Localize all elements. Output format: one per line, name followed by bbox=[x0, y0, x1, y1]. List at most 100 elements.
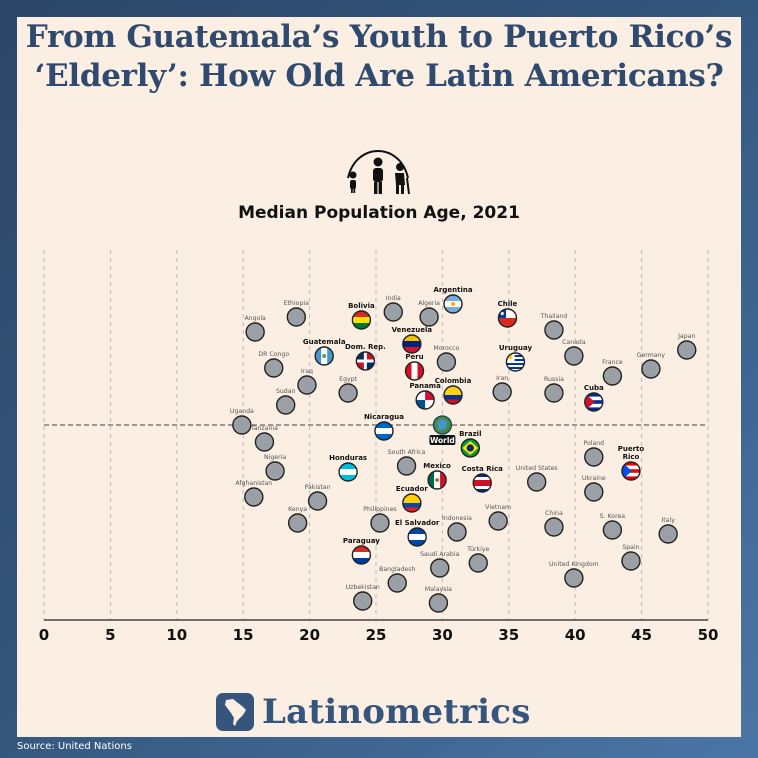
point-marker bbox=[658, 524, 678, 544]
point-label: South Africa bbox=[388, 449, 426, 456]
point-marker bbox=[396, 456, 417, 476]
point-label: Tanzania bbox=[250, 425, 278, 432]
point-label: Honduras bbox=[329, 454, 367, 462]
flag-marker bbox=[404, 361, 425, 381]
point-marker bbox=[544, 517, 564, 537]
data-point-guatemala: Guatemala bbox=[303, 338, 346, 366]
x-tick-label: 5 bbox=[105, 626, 115, 644]
point-label: Brazil bbox=[459, 430, 481, 438]
point-marker bbox=[254, 432, 275, 452]
x-tick-label: 10 bbox=[166, 626, 187, 644]
data-point-iran: Iran bbox=[492, 375, 512, 402]
data-point-kenya: Kenya bbox=[287, 506, 308, 533]
point-label: Dom. Rep. bbox=[345, 343, 386, 351]
data-point-honduras: Honduras bbox=[329, 454, 367, 482]
point-label: S. Korea bbox=[600, 513, 626, 520]
point-marker bbox=[353, 591, 373, 611]
point-label: Egypt bbox=[339, 376, 357, 383]
point-label: Cuba bbox=[584, 384, 604, 392]
x-tick-label: 30 bbox=[432, 626, 453, 644]
point-marker bbox=[621, 551, 641, 571]
point-marker bbox=[564, 346, 584, 366]
flag-marker bbox=[505, 352, 526, 372]
flag-marker bbox=[351, 310, 372, 330]
data-point-tanzania: Tanzania bbox=[250, 425, 278, 452]
point-marker bbox=[232, 415, 252, 435]
data-point-malaysia: Malaysia bbox=[425, 586, 452, 613]
point-label: Iran bbox=[496, 375, 508, 382]
data-point-world: World bbox=[429, 415, 456, 445]
data-point-saudi-arabia: Saudi Arabia bbox=[420, 551, 460, 578]
point-marker bbox=[297, 375, 317, 395]
point-marker bbox=[430, 558, 450, 578]
data-point-thailand: Thailand bbox=[540, 313, 567, 340]
flag-marker bbox=[443, 294, 463, 314]
flag-marker bbox=[374, 421, 394, 441]
point-label: Pakistan bbox=[305, 484, 331, 491]
point-label: Peru bbox=[405, 353, 423, 361]
data-point-angola: Angola bbox=[244, 315, 266, 342]
point-label: Puerto bbox=[618, 445, 645, 453]
point-marker bbox=[602, 366, 623, 386]
x-tick-label: 50 bbox=[698, 626, 719, 644]
data-point-argentina: Argentina bbox=[433, 286, 473, 314]
point-label: Afghanistan bbox=[235, 480, 272, 487]
point-marker bbox=[275, 395, 296, 415]
data-point-dom-rep: Dom. Rep. bbox=[345, 343, 386, 371]
flag-marker bbox=[314, 346, 334, 366]
point-label: Algeria bbox=[418, 300, 440, 307]
data-point-india: India bbox=[383, 295, 403, 322]
data-point-pakistan: Pakistan bbox=[305, 484, 331, 511]
data-point-bolivia: Bolivia bbox=[348, 302, 375, 330]
point-marker bbox=[265, 461, 285, 481]
data-point-peru: Peru bbox=[404, 353, 425, 381]
data-point-mexico: Mexico bbox=[423, 462, 451, 490]
point-label: DR Congo bbox=[258, 351, 289, 358]
x-tick-label: 20 bbox=[299, 626, 320, 644]
point-label: Mexico bbox=[423, 462, 451, 470]
point-marker bbox=[307, 491, 328, 511]
data-point-panama: Panama bbox=[409, 382, 441, 410]
data-point-spain: Spain bbox=[621, 544, 641, 571]
flag-marker bbox=[497, 308, 518, 328]
point-label: Bangladesh bbox=[379, 566, 415, 573]
data-point-china: China bbox=[544, 510, 564, 537]
data-points: Angola Ethiopia Bolivia India Algeria Argenti… bbox=[230, 286, 697, 613]
point-label: Argentina bbox=[433, 286, 472, 294]
data-point-uruguay: Uruguay bbox=[499, 344, 532, 372]
point-marker bbox=[383, 302, 403, 322]
point-label: Kenya bbox=[288, 506, 307, 513]
point-marker bbox=[338, 383, 358, 403]
point-label: Chile bbox=[498, 300, 518, 308]
data-point-uzbekistan: Uzbekistan bbox=[346, 584, 380, 611]
point-marker bbox=[447, 522, 467, 542]
point-label: France bbox=[602, 359, 623, 366]
point-marker bbox=[387, 573, 407, 593]
data-point-italy: Italy bbox=[658, 517, 678, 544]
point-label: Colombia bbox=[435, 377, 472, 385]
flag-marker bbox=[407, 527, 427, 547]
data-point-afghanistan: Afghanistan bbox=[235, 480, 272, 507]
point-marker bbox=[526, 472, 547, 492]
data-point-s-korea: S. Korea bbox=[600, 513, 626, 540]
data-point-cuba: Cuba bbox=[584, 384, 604, 412]
point-label: Nigeria bbox=[264, 454, 286, 461]
point-label: Germany bbox=[637, 352, 666, 359]
flag-marker bbox=[584, 392, 604, 412]
point-label: Morocco bbox=[433, 345, 459, 352]
data-point-algeria: Algeria bbox=[418, 300, 440, 327]
data-point-el-salvador: El Salvador bbox=[395, 519, 440, 547]
point-label: United Kingdom bbox=[549, 561, 599, 568]
point-marker bbox=[428, 593, 449, 613]
point-marker bbox=[544, 320, 564, 340]
map-logo-icon bbox=[216, 693, 254, 731]
data-point-dr-congo: DR Congo bbox=[258, 351, 289, 378]
x-tick-label: 45 bbox=[631, 626, 652, 644]
point-marker bbox=[544, 383, 564, 403]
point-label: Russia bbox=[544, 376, 564, 383]
point-label: United States bbox=[516, 465, 558, 472]
point-label: Sudan bbox=[276, 388, 296, 395]
point-label: Uzbekistan bbox=[346, 584, 380, 591]
data-point-brazil: Brazil bbox=[459, 430, 481, 458]
x-tick-label: 0 bbox=[39, 626, 49, 644]
